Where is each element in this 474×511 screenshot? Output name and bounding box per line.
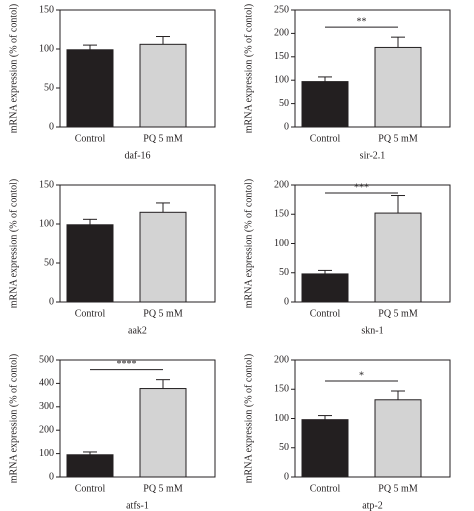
plot-frame [59,184,216,303]
y-tick-label: 150 [274,209,289,220]
y-axis-label: mRNA expression (% of contol) [243,179,254,308]
significance-label: ** [357,16,367,27]
y-tick-label: 0 [49,121,54,132]
x-axis-label: skn-1 [361,325,383,336]
y-tick-label: 200 [274,179,289,190]
y-axis-label: mRNA expression (% of contol) [8,179,19,308]
x-axis-label: atp-2 [362,500,383,511]
x-tick-label: Control [310,483,341,494]
x-tick-label: Control [75,133,106,144]
plot-frame [294,9,451,128]
y-axis-label: mRNA expression (% of contol) [8,354,19,483]
bar [66,224,114,303]
x-axis-label: aak2 [128,325,147,336]
y-tick-label: 0 [284,121,289,132]
x-tick-label: PQ 5 mM [378,308,418,319]
y-tick-label: 100 [274,238,289,249]
bar [139,388,187,478]
y-axis-label: mRNA expression (% of contol) [8,4,19,133]
plot-frame [59,9,216,128]
y-tick-label: 50 [279,442,289,453]
bar [301,81,349,128]
x-axis-label: atfs-1 [126,500,149,511]
y-tick-label: 100 [39,43,54,54]
x-axis-label: daf-16 [124,150,150,161]
bar [374,212,422,303]
bar [139,211,187,303]
y-tick-label: 100 [39,448,54,459]
x-tick-label: Control [75,308,106,319]
y-tick-label: 50 [44,82,54,93]
significance-label: * [359,370,364,381]
significance-label: *** [354,182,369,193]
x-tick-label: PQ 5 mM [143,308,183,319]
y-tick-label: 300 [39,401,54,412]
bar [66,454,114,478]
y-tick-label: 200 [39,424,54,435]
y-tick-label: 100 [39,218,54,229]
significance-label: **** [117,359,137,370]
x-tick-label: PQ 5 mM [378,483,418,494]
y-tick-label: 0 [284,471,289,482]
y-tick-label: 200 [274,354,289,365]
y-tick-label: 50 [279,267,289,278]
plot-frame [59,359,216,478]
y-tick-label: 0 [284,296,289,307]
x-tick-label: Control [310,133,341,144]
bar [66,49,114,128]
y-tick-label: 100 [274,74,289,85]
x-tick-label: PQ 5 mM [143,483,183,494]
y-tick-label: 500 [39,354,54,365]
x-axis-label: sir-2.1 [360,150,386,161]
y-tick-label: 250 [274,4,289,15]
y-tick-label: 150 [39,179,54,190]
x-tick-label: PQ 5 mM [378,133,418,144]
y-tick-label: 400 [39,378,54,389]
x-tick-label: PQ 5 mM [143,133,183,144]
y-tick-label: 100 [274,413,289,424]
x-tick-label: Control [75,483,106,494]
x-tick-label: Control [310,308,341,319]
y-tick-label: 0 [49,296,54,307]
y-tick-label: 150 [274,51,289,62]
y-tick-label: 150 [39,4,54,15]
y-axis-label: mRNA expression (% of contol) [243,354,254,483]
bar [374,399,422,478]
y-tick-label: 200 [274,28,289,39]
y-tick-label: 150 [274,384,289,395]
bar [139,43,187,128]
y-tick-label: 50 [279,98,289,109]
y-axis-label: mRNA expression (% of contol) [243,4,254,133]
bar [301,419,349,478]
y-tick-label: 50 [44,257,54,268]
bar [301,273,349,303]
y-tick-label: 0 [49,471,54,482]
bar [374,46,422,128]
